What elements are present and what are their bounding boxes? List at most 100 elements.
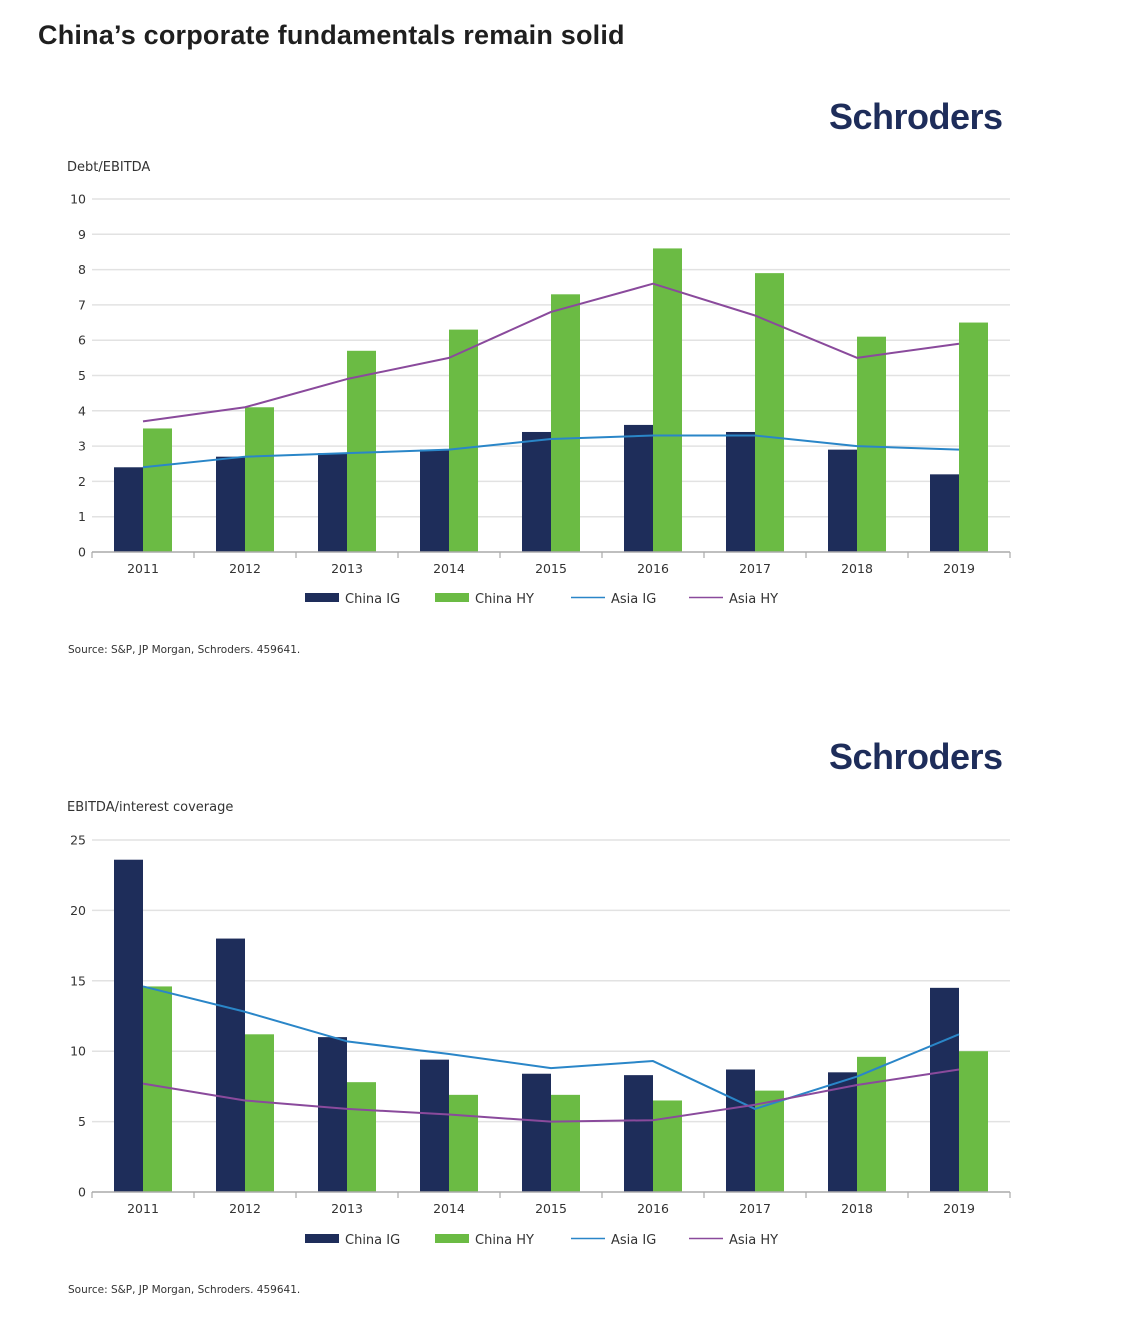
x-tick-label: 2013 [331,1201,363,1216]
x-tick-label: 2015 [535,561,567,576]
schroders-logo: Schroders [829,736,1003,777]
bar-china-ig [420,1059,449,1192]
legend-label: Asia IG [611,1233,656,1248]
ebitda-interest-coverage-chart: EBITDA/interest coverage 0 5 10 15 20 25 2011… [67,800,1011,1248]
bar-china-hy [857,336,886,552]
legend-swatch-china-ig [305,593,339,602]
bar-china-hy [959,1051,988,1192]
x-tick-label: 2018 [841,561,873,576]
legend-label: China HY [475,592,534,607]
y-tick-label: 5 [78,368,86,383]
bar-china-ig [522,1073,551,1192]
legend-item: Asia HY [689,1233,778,1248]
y-tick-label: 6 [78,333,86,348]
x-tick-label: 2014 [433,1201,465,1216]
y-tick-label: 10 [70,1044,86,1059]
line-asia-ig [142,434,960,469]
legend-item: Asia IG [571,1233,656,1248]
legend-label: Asia HY [729,592,778,607]
bar-china-hy [449,329,478,552]
legend-item: China HY [435,592,534,607]
legend-swatch-china-ig [305,1234,339,1243]
bar-china-ig [216,938,245,1192]
legend: China IG China HY Asia IG Asia HY [305,1233,778,1248]
source-note: Source: S&P, JP Morgan, Schroders. 45964… [68,1284,301,1296]
bar-china-hy [449,1094,478,1192]
y-tick-labels: 0 1 2 3 4 5 6 7 8 9 10 [70,192,86,560]
bar-china-hy [245,1034,274,1192]
x-tick-label: 2018 [841,1201,873,1216]
x-axis: 2011 2012 2013 2014 2015 2016 2017 2018 2019 [91,1191,1011,1216]
x-tick-label: 2016 [637,1201,669,1216]
legend-swatch-china-hy [435,1234,469,1243]
source-note: Source: S&P, JP Morgan, Schroders. 45964… [68,644,301,656]
bar-china-ig [828,1072,857,1192]
bars [114,859,988,1192]
legend-item: China HY [435,1233,534,1248]
y-tick-label: 25 [70,833,86,848]
y-tick-label: 1 [78,509,86,524]
x-tick-label: 2016 [637,561,669,576]
bar-china-hy [347,1082,376,1192]
bar-china-ig [726,1069,755,1192]
bar-china-ig [624,424,653,552]
bar-china-ig [828,449,857,552]
x-tick-label: 2013 [331,561,363,576]
page-title: China’s corporate fundamentals remain so… [38,20,625,50]
x-tick-label: 2011 [127,561,159,576]
bar-china-ig [624,1075,653,1192]
bar-china-hy [143,986,172,1192]
bar-china-hy [653,1100,682,1192]
y-tick-label: 8 [78,262,86,277]
bar-china-ig [522,431,551,552]
x-tick-label: 2017 [739,1201,771,1216]
legend-label: China HY [475,1233,534,1248]
y-tick-label: 3 [78,439,86,454]
bars [114,248,988,553]
bar-china-hy [551,294,580,552]
bar-china-ig [930,987,959,1192]
bar-china-ig [114,859,143,1192]
bar-china-ig [318,1037,347,1192]
legend-swatch-china-hy [435,593,469,602]
bar-china-ig [930,474,959,552]
legend-item: Asia IG [571,592,656,607]
y-tick-label: 2 [78,474,86,489]
legend-item: Asia HY [689,592,778,607]
line-asia-hy [142,282,960,423]
x-tick-label: 2017 [739,561,771,576]
bar-china-hy [857,1056,886,1192]
bar-china-hy [245,407,274,552]
bar-china-hy [959,322,988,552]
bar-china-hy [755,273,784,552]
bar-china-ig [216,456,245,552]
x-tick-label: 2011 [127,1201,159,1216]
lines [142,985,960,1123]
legend-label: Asia IG [611,592,656,607]
bar-china-hy [143,428,172,552]
y-tick-label: 5 [78,1114,86,1129]
bar-china-ig [726,431,755,552]
bar-china-ig [114,467,143,552]
y-tick-label: 10 [70,192,86,207]
bar-china-hy [755,1090,784,1192]
x-axis: 2011 2012 2013 2014 2015 2016 2017 2018 2019 [91,551,1011,576]
bar-china-hy [653,248,682,553]
y-tick-label: 15 [70,973,86,988]
y-tick-label: 9 [78,227,86,242]
legend: China IG China HY Asia IG Asia HY [305,592,778,607]
line-asia-ig [142,985,960,1110]
lines [142,282,960,469]
legend-label: China IG [345,592,400,607]
schroders-logo: Schroders [829,96,1003,137]
legend-item: China IG [305,1233,400,1248]
bar-china-hy [551,1094,580,1192]
bar-china-ig [420,449,449,552]
y-tick-labels: 0 5 10 15 20 25 [70,833,86,1200]
y-tick-label: 4 [78,403,86,418]
line-asia-hy [142,1068,960,1123]
y-tick-label: 0 [78,545,86,560]
legend-item: China IG [305,592,400,607]
y-axis-title: EBITDA/interest coverage [67,800,233,815]
